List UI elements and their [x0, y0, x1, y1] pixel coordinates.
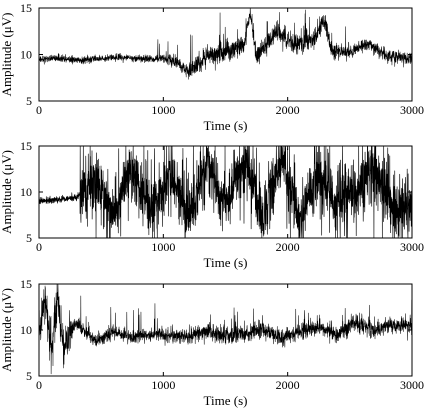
y-tick-label-3-3: 15: [20, 277, 32, 291]
x-tick-label-1-2: 1000: [151, 103, 175, 117]
y-tick-label-3-1: 5: [26, 369, 32, 383]
x-tick-label-3-1: 0: [36, 378, 42, 392]
x-axis-label-3: Time (s): [204, 393, 248, 408]
x-tick-label-2-4: 3000: [400, 240, 424, 254]
signal-trace-2: [38, 145, 413, 239]
x-axis-label-2: Time (s): [204, 255, 248, 270]
x-tick-label-1-1: 0: [36, 103, 42, 117]
y-tick-label-2-1: 5: [26, 231, 32, 245]
x-tick-label-1-3: 2000: [276, 103, 300, 117]
x-tick-label-3-4: 3000: [400, 378, 424, 392]
y-axis-label-2: Amplitude (μV): [0, 150, 14, 234]
x-tick-label-2-3: 2000: [276, 240, 300, 254]
y-tick-label-3-2: 10: [20, 323, 32, 337]
chart-panel-1: 5 10 15 0 1000 2000 3000 Time (s) Amplitude (μV): [0, 1, 424, 133]
y-tick-label-2-3: 15: [20, 139, 32, 153]
y-axis-label-3: Amplitude (μV): [0, 288, 14, 372]
x-axis-label-1: Time (s): [204, 118, 248, 133]
chart-panel-3: 5 10 15 0 1000 2000 3000 Time (s) Amplitude (μV): [0, 277, 424, 408]
x-tick-label-2-2: 1000: [151, 240, 175, 254]
chart-panel-2: 5 10 15 0 1000 2000 3000 Time (s) Amplitude (μV): [0, 139, 424, 270]
x-tick-label-1-4: 3000: [400, 103, 424, 117]
y-axis-label-1: Amplitude (μV): [0, 13, 14, 97]
x-tick-label-3-3: 2000: [276, 378, 300, 392]
y-tick-label-1-1: 5: [26, 94, 32, 108]
x-tick-label-3-2: 1000: [151, 378, 175, 392]
y-tick-label-2-2: 10: [20, 185, 32, 199]
y-tick-label-1-2: 10: [20, 48, 32, 62]
y-tick-label-1-3: 15: [20, 1, 32, 15]
x-tick-label-2-1: 0: [36, 240, 42, 254]
signal-trace-3: [38, 283, 413, 375]
signal-trace-1: [38, 7, 413, 80]
